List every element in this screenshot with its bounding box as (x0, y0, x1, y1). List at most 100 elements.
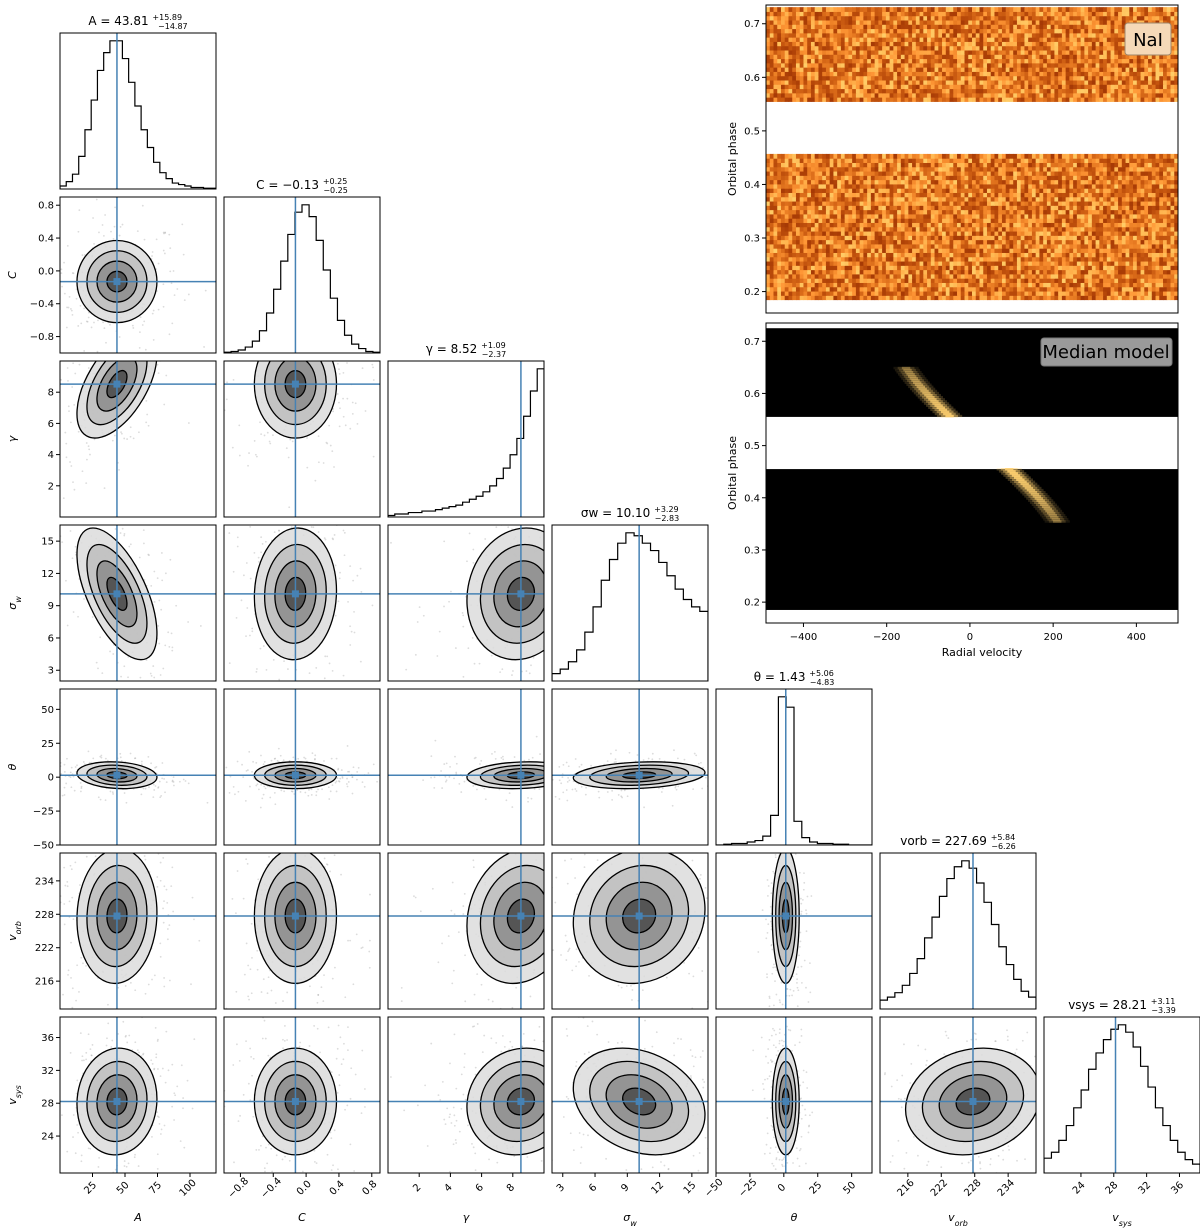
contour (572, 1047, 706, 1156)
model-signal (1024, 486, 1034, 490)
xtick-label: 6 (587, 1182, 599, 1194)
ylabel-orbital-phase: Orbital phase (726, 122, 739, 196)
panel-frame (1043, 1016, 1200, 1174)
model-signal (1005, 468, 1014, 471)
heatmap-model: 0.2 0.3 0.4 0.5 0.6 0.7 Orbital phase Median mo… (726, 322, 1179, 659)
xtick-label: −0.4 (259, 1176, 284, 1201)
panel-frame (551, 852, 709, 1010)
xtick-label: 25 (808, 1180, 825, 1197)
contour (466, 853, 544, 985)
panel-1-1: C = −0.13 +0.25 −0.25 (223, 177, 381, 354)
ytick-label: 0.5 (744, 126, 760, 137)
ytick-label: −25 (33, 807, 54, 818)
panel-frame (715, 852, 873, 1010)
phase-velocity-maps: 0.2 0.3 0.4 0.5 0.6 0.7 Orbital phase NaI 0.2 0.3… (726, 4, 1179, 659)
model-signal (1036, 499, 1045, 502)
contour (904, 1047, 1036, 1156)
model-signal (1038, 501, 1047, 504)
contour (938, 1074, 1008, 1129)
model-signal (1053, 520, 1062, 523)
model-signal (901, 377, 927, 380)
ytick-label: 0 (48, 773, 54, 784)
median-marker (113, 278, 121, 286)
contour (76, 527, 158, 661)
xtick-label: 0 (967, 632, 973, 643)
xtick-label: 2 (411, 1182, 423, 1194)
model-signal (930, 400, 939, 403)
xtick-label: 0.4 (328, 1179, 347, 1198)
contour (622, 1087, 657, 1116)
ylabel-θ: θ (6, 763, 19, 770)
xlabel-A: A (133, 1211, 142, 1224)
xtick-label: 24 (1071, 1180, 1088, 1197)
panel-frame (387, 852, 545, 1010)
contour (263, 543, 327, 644)
ytick-label: 24 (41, 1132, 54, 1143)
ytick-label: 36 (41, 1033, 54, 1044)
panel-frame (879, 1016, 1037, 1174)
model-signal (903, 375, 921, 378)
model-signal (943, 412, 952, 416)
model-signal (1038, 511, 1064, 515)
median-marker (291, 380, 299, 388)
model-signal (914, 383, 924, 387)
heatmap-frame (765, 4, 1179, 314)
histogram-A (60, 40, 216, 189)
panel-3-5 (551, 852, 709, 1010)
ytick-label: 3 (48, 666, 54, 677)
model-signal (918, 387, 927, 391)
xtick-label: 3 (555, 1182, 567, 1194)
median-marker (291, 771, 299, 779)
model-signal (1041, 509, 1058, 513)
ytick-label: 25 (41, 739, 54, 750)
ylabel-vsys: vsys (6, 1085, 23, 1105)
ytick-label: 8 (48, 388, 54, 399)
xtick-label: 0 (776, 1182, 788, 1194)
contour (479, 1060, 544, 1143)
model-signal (1045, 509, 1054, 513)
xlabel-vsys: vsys (1112, 1211, 1132, 1228)
contour (253, 527, 338, 661)
model-signal (1051, 518, 1060, 521)
panel-frame (715, 1016, 873, 1174)
histogram-vorb (880, 860, 1036, 1009)
contour (622, 898, 657, 934)
model-signal (1028, 491, 1038, 494)
ytick-label: 0.8 (38, 201, 54, 212)
label-box-nai (1124, 22, 1172, 56)
ytick-label: 216 (35, 977, 54, 988)
xtick-label: −200 (873, 632, 900, 643)
panel-1-6: −0.8 −0.4 0.0 0.4 0.8 C (223, 1016, 381, 1224)
contour (506, 1087, 536, 1116)
model-signal (1043, 507, 1053, 511)
panel-5-6: 216 222 228 234 vorb (879, 1016, 1037, 1228)
panel-0-5: 216 222 228 234 vorb (6, 852, 217, 1010)
contour (589, 1060, 690, 1143)
ytick-label: 0.3 (744, 234, 760, 245)
contour (76, 361, 158, 439)
model-signal (934, 404, 943, 407)
panel-1-4 (223, 688, 381, 846)
contour (493, 560, 544, 628)
ytick-label: 12 (41, 569, 54, 580)
contour (506, 576, 536, 611)
panel-frame (879, 852, 1037, 1010)
panel-frame (551, 1016, 709, 1174)
model-signal (903, 368, 912, 372)
contour (96, 560, 138, 628)
ytick-label: −0.8 (30, 332, 54, 343)
model-signal (1009, 472, 1018, 475)
median-marker (113, 912, 121, 920)
xtick-label: 234 (996, 1178, 1017, 1199)
panel-1-5 (223, 852, 381, 1010)
xtick-label: 9 (619, 1182, 631, 1194)
histogram-σw (552, 532, 708, 681)
median-marker (635, 1097, 643, 1105)
corner-plot: A = 43.81 +15.89 −14.87 −0.8 −0.4 0.0 0.4 0.8 C… (6, 13, 1200, 1228)
ytick-label: 0.5 (744, 441, 760, 452)
ytick-label: 0.4 (744, 493, 760, 504)
xtick-label: 222 (929, 1178, 950, 1199)
title-σw: σw = 10.10 +3.29 −2.83 (581, 505, 679, 523)
model-signal (1039, 507, 1057, 511)
model-signal (894, 368, 921, 372)
